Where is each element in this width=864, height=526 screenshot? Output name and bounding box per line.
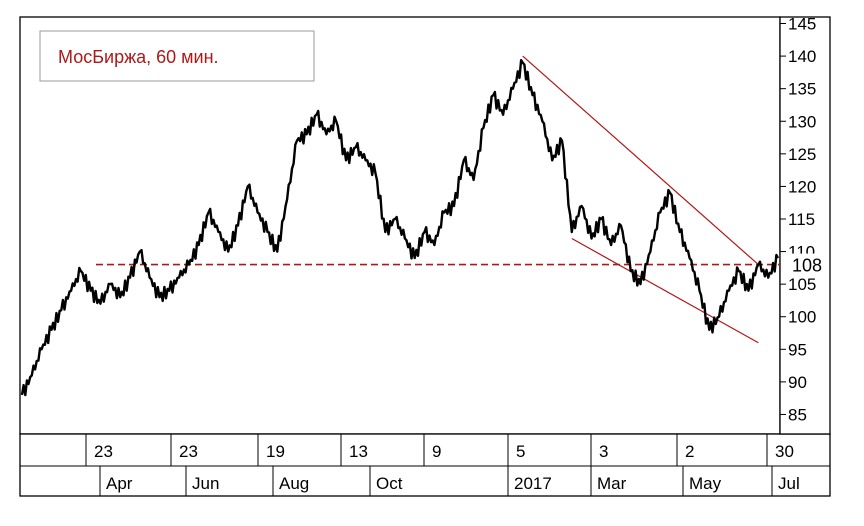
x-tick-label-day: 13 <box>349 442 368 461</box>
y-tick-label: 130 <box>788 112 816 131</box>
plot-area <box>19 16 781 435</box>
level-label: 108 <box>792 256 822 276</box>
x-tick-label-month: Oct <box>376 474 403 493</box>
price-axis-panel <box>779 16 831 435</box>
x-tick-label-day: 23 <box>179 442 198 461</box>
x-tick-label-month: May <box>689 474 722 493</box>
title-box <box>39 30 315 82</box>
series-layer <box>20 59 780 397</box>
y-tick-label: 135 <box>788 80 816 99</box>
y-tick-label: 105 <box>788 275 816 294</box>
y-tick-label: 120 <box>788 177 816 196</box>
x-tick-label-day: 19 <box>266 442 285 461</box>
y-tick-label: 100 <box>788 308 816 327</box>
x-tick-label-month: Aug <box>279 474 309 493</box>
x-tick-label-day: 30 <box>775 442 794 461</box>
x-tick-label-month: Apr <box>106 474 133 493</box>
annotations: 108 <box>96 55 829 344</box>
chart-title: МосБиржа, 60 мин. <box>58 47 219 67</box>
y-tick-label: 140 <box>788 47 816 66</box>
level-label-box <box>781 253 829 276</box>
y-tick-label: 145 <box>788 15 816 34</box>
x-axis: 23 23 19 13 9 5 3 2 30 Apr Jun Aug Oct 2017 Mar May Jul <box>85 434 800 496</box>
price-line <box>20 59 780 397</box>
y-tick-label: 95 <box>788 340 807 359</box>
x-tick-label-month: Jul <box>778 474 800 493</box>
x-tick-label-day: 2 <box>685 442 694 461</box>
x-tick-label-month: Mar <box>597 474 627 493</box>
y-tick-label: 125 <box>788 145 816 164</box>
y-tick-label: 90 <box>788 373 807 392</box>
time-axis-panel <box>19 433 831 497</box>
y-tick-label: 115 <box>788 210 815 229</box>
channel-upper-line <box>522 55 759 266</box>
y-tick-label: 85 <box>788 405 807 424</box>
channel-lower-line <box>571 238 759 344</box>
x-tick-label-month: 2017 <box>514 474 552 493</box>
x-tick-label-day: 5 <box>516 442 525 461</box>
x-tick-label-day: 23 <box>94 442 113 461</box>
x-tick-label-day: 9 <box>432 442 441 461</box>
x-tick-label-month: Jun <box>192 474 219 493</box>
x-tick-label-day: 3 <box>599 442 608 461</box>
